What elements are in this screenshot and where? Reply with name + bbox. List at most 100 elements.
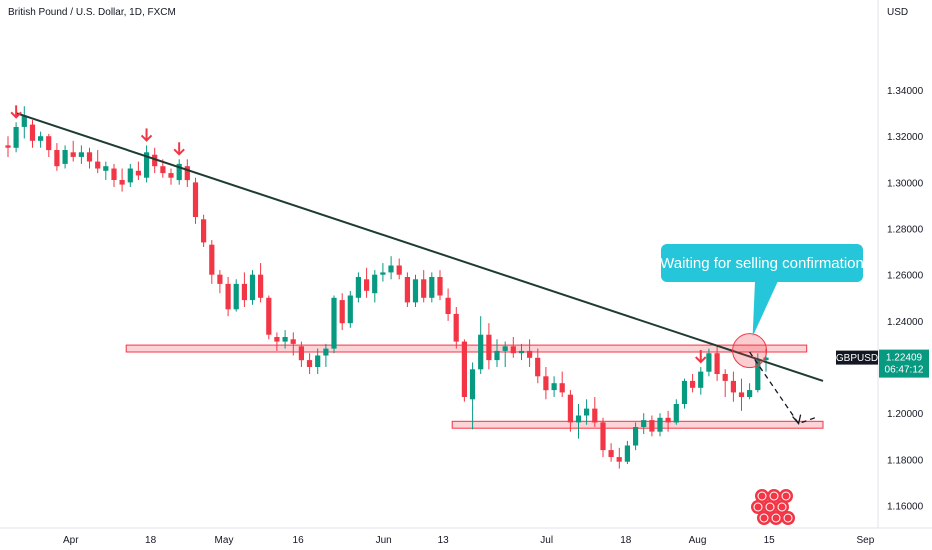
candle-body: [714, 353, 720, 374]
candle-body: [421, 279, 427, 298]
candle-body: [518, 350, 525, 354]
candle-body: [575, 415, 582, 423]
candle-body: [404, 277, 410, 303]
candle-body: [616, 457, 622, 462]
candle-body: [649, 420, 655, 432]
candle-body: [372, 274, 378, 294]
candle-body: [600, 422, 606, 451]
candle-body: [339, 300, 345, 324]
candle-body: [290, 339, 296, 344]
candle-body: [119, 180, 125, 185]
candle-body: [111, 168, 117, 180]
candle-body: [5, 145, 11, 148]
candle-body: [364, 279, 370, 291]
price-axis[interactable]: 1.34000 1.32000 1.30000 1.28000 1.26000 1.240…: [887, 86, 924, 513]
candle-body: [201, 219, 207, 243]
price-tick-label: 1.32000: [887, 132, 924, 143]
candle-body: [527, 350, 533, 358]
symbol-tag[interactable]: GBPUSD: [836, 350, 878, 365]
callout-box[interactable]: [661, 244, 863, 282]
projection-dashed-line: [749, 351, 816, 425]
candle-body: [633, 427, 639, 446]
price-tick-label: 1.16000: [887, 502, 924, 513]
candle-body: [355, 277, 361, 298]
candle-body: [241, 283, 247, 301]
candle-body: [437, 277, 443, 296]
candle-body: [21, 115, 27, 127]
annotation-layer: Waiting for selling confirmation: [660, 244, 864, 426]
callout-pointer: [752, 281, 778, 337]
candle-body: [192, 182, 199, 217]
candle-body: [543, 376, 549, 391]
candle-body: [478, 334, 484, 370]
symbol-tag-label: GBPUSD: [836, 353, 878, 364]
last-price-tag[interactable]: 1.22409 06:47:12: [879, 349, 929, 378]
candle-body: [86, 152, 93, 162]
candle-body: [144, 152, 150, 178]
tradingview-logo: [751, 489, 795, 525]
candle-body: [184, 166, 190, 181]
candle-body: [266, 297, 272, 335]
price-tick-label: 1.34000: [887, 86, 924, 97]
candle-body: [135, 170, 141, 176]
candle-body: [103, 166, 109, 171]
trendline-layer[interactable]: [15, 112, 824, 382]
red-arrow-head: [173, 148, 185, 156]
candle-body: [461, 341, 467, 397]
candle-body: [567, 394, 573, 423]
candle-body: [494, 350, 500, 361]
candle-body: [306, 360, 313, 367]
candle-body: [412, 279, 419, 303]
candle-body: [559, 383, 565, 393]
candle-body: [209, 244, 215, 275]
red-arrow-head: [695, 356, 707, 364]
candle-body: [681, 380, 688, 404]
candle-body: [152, 154, 158, 167]
price-tick-label: 1.20000: [887, 409, 924, 420]
time-tick-label: 16: [293, 535, 305, 546]
candle-body: [502, 346, 508, 351]
candle-body: [445, 297, 451, 314]
candle-body: [429, 277, 435, 298]
candle-body: [380, 272, 386, 275]
time-tick-label: 18: [145, 535, 157, 546]
projection-arrowhead: [792, 414, 802, 426]
candle-body: [298, 346, 304, 361]
time-tick-label: May: [215, 535, 234, 546]
time-tick-label: Aug: [689, 535, 707, 546]
candle-body: [608, 450, 614, 457]
candle-body: [657, 417, 663, 432]
candle-body: [551, 383, 557, 391]
last-price-box: [879, 349, 929, 378]
candle-body: [388, 265, 394, 273]
price-tick-label: 1.28000: [887, 225, 924, 236]
candle-body: [453, 313, 459, 342]
descending-trendline[interactable]: [15, 112, 824, 382]
candle-body: [217, 274, 223, 284]
candle-body: [70, 152, 76, 157]
candle-body: [624, 445, 630, 462]
red-arrow-head: [10, 111, 22, 119]
candle-body: [730, 380, 736, 393]
candle-body: [62, 150, 68, 164]
candle-body: [665, 417, 671, 423]
candle-body: [38, 136, 44, 141]
callout-text: Waiting for selling confirmation: [660, 255, 864, 272]
arrows-layer: [10, 105, 707, 364]
candle-body: [535, 357, 541, 377]
time-tick-label: Jun: [376, 535, 392, 546]
chart-title: British Pound / U.S. Dollar, 1D, FXCM: [8, 7, 176, 18]
candle-body: [592, 408, 598, 423]
candle-body: [249, 274, 256, 301]
candle-body: [13, 127, 19, 148]
symbol-tag-box: [836, 350, 878, 365]
time-tick-label: Apr: [63, 535, 79, 546]
time-tick-label: Sep: [857, 535, 875, 546]
candle-body: [233, 283, 239, 310]
candle-body: [331, 297, 337, 349]
time-axis[interactable]: Apr 18 May 16 Jun 13 Jul 18 Aug 15 Sep: [63, 535, 875, 546]
candle-body: [486, 334, 492, 361]
candle-body: [282, 337, 288, 342]
candle-body: [323, 348, 329, 356]
